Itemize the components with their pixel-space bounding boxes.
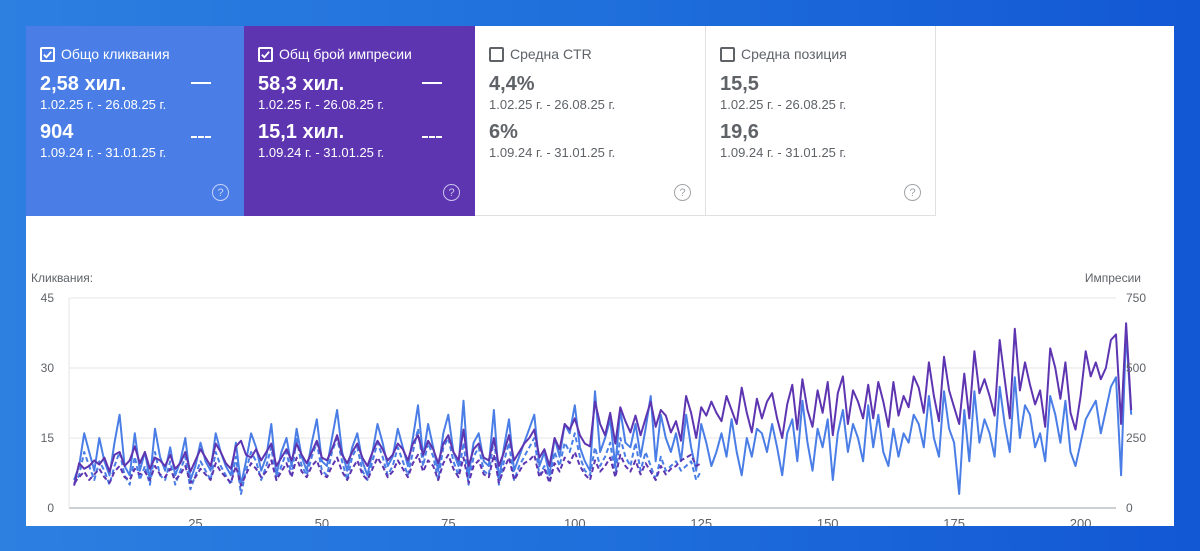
metric-card-header: Общо кликвания bbox=[40, 44, 229, 64]
y-right-tick-label: 750 bbox=[1126, 291, 1146, 305]
metric-card-ctr[interactable]: Средна CTR 4,4% 1.02.25 г. - 26.08.25 г.… bbox=[475, 26, 706, 216]
metric-card-header: Средна позиция bbox=[720, 44, 921, 64]
x-tick-label: 25 bbox=[188, 516, 202, 526]
metric-previous-value: 19,6 bbox=[720, 121, 759, 143]
metric-current-range: 1.02.25 г. - 26.08.25 г. bbox=[720, 97, 847, 112]
chart-series bbox=[73, 322, 1133, 495]
metric-previous-range: 1.09.24 г. - 31.01.25 г. bbox=[40, 145, 167, 160]
metric-card-clicks[interactable]: Общо кликвания 2,58 хил. 1.02.25 г. - 26… bbox=[26, 26, 244, 216]
dashed-line-legend-icon bbox=[191, 136, 211, 138]
metric-previous-value: 6% bbox=[489, 121, 518, 143]
help-icon[interactable]: ? bbox=[443, 184, 460, 201]
y-right-tick-label: 500 bbox=[1126, 361, 1146, 375]
metric-card-position[interactable]: Средна позиция 15,5 1.02.25 г. - 26.08.2… bbox=[706, 26, 936, 216]
metric-label: Общо кликвания bbox=[61, 46, 170, 62]
metric-card-impressions[interactable]: Общ брой импресии 58,3 хил. 1.02.25 г. -… bbox=[244, 26, 475, 216]
checkbox-checked-icon[interactable] bbox=[40, 46, 55, 62]
metric-current-value: 4,4% bbox=[489, 73, 535, 95]
x-tick-label: 50 bbox=[315, 516, 329, 526]
series-line-clicks-current bbox=[73, 329, 1133, 495]
help-icon[interactable]: ? bbox=[904, 184, 921, 201]
help-icon[interactable]: ? bbox=[674, 184, 691, 201]
help-icon[interactable]: ? bbox=[212, 184, 229, 201]
metric-current-range: 1.02.25 г. - 26.08.25 г. bbox=[258, 97, 385, 112]
y-axis-left-title: Кликвания: bbox=[31, 271, 93, 285]
series-line-impressions-current bbox=[73, 322, 1133, 486]
metric-card-header: Средна CTR bbox=[489, 44, 691, 64]
metric-current-value: 15,5 bbox=[720, 73, 759, 95]
metric-previous-range: 1.09.24 г. - 31.01.25 г. bbox=[720, 145, 847, 160]
chart-labels: Кликвания: Импресии 45 750 30 500 15 250 0 0 25 50 7… bbox=[31, 271, 1146, 531]
y-left-tick-label: 45 bbox=[41, 291, 55, 305]
metric-label: Общ брой импресии bbox=[279, 46, 412, 62]
search-console-panel: Общо кликвания 2,58 хил. 1.02.25 г. - 26… bbox=[26, 26, 1174, 531]
y-right-tick-label: 250 bbox=[1126, 431, 1146, 445]
checkbox-unchecked-icon[interactable] bbox=[720, 46, 735, 62]
series-line-impressions-previous bbox=[73, 451, 702, 487]
solid-line-legend-icon bbox=[422, 82, 442, 84]
x-tick-label: 100 bbox=[564, 516, 586, 526]
x-tick-label: 75 bbox=[441, 516, 455, 526]
x-tick-label: 175 bbox=[943, 516, 965, 526]
metric-current-range: 1.02.25 г. - 26.08.25 г. bbox=[40, 97, 167, 112]
metric-previous-range: 1.09.24 г. - 31.01.25 г. bbox=[258, 145, 385, 160]
checkbox-checked-icon[interactable] bbox=[258, 46, 273, 62]
metric-current-value: 2,58 хил. bbox=[40, 73, 127, 95]
dashed-line-legend-icon bbox=[422, 136, 442, 138]
metric-previous-range: 1.09.24 г. - 31.01.25 г. bbox=[489, 145, 616, 160]
metric-previous-value: 904 bbox=[40, 121, 74, 143]
y-right-tick-label: 0 bbox=[1126, 501, 1133, 515]
x-tick-label: 200 bbox=[1070, 516, 1092, 526]
metric-current-range: 1.02.25 г. - 26.08.25 г. bbox=[489, 97, 616, 112]
metric-current-value: 58,3 хил. bbox=[258, 73, 345, 95]
y-left-tick-label: 0 bbox=[47, 501, 54, 515]
solid-line-legend-icon bbox=[191, 82, 211, 84]
x-tick-label: 125 bbox=[690, 516, 712, 526]
metric-cards: Общо кликвания 2,58 хил. 1.02.25 г. - 26… bbox=[26, 26, 936, 216]
metric-label: Средна CTR bbox=[510, 46, 592, 62]
y-axis-right-title: Импресии bbox=[1085, 271, 1141, 285]
performance-chart: Кликвания: Импресии 45 750 30 500 15 250 0 0 25 50 7… bbox=[26, 216, 1174, 531]
y-left-tick-label: 30 bbox=[41, 361, 55, 375]
x-tick-label: 150 bbox=[817, 516, 839, 526]
metric-previous-value: 15,1 хил. bbox=[258, 121, 345, 143]
checkbox-unchecked-icon[interactable] bbox=[489, 46, 504, 62]
performance-chart-svg: Кликвания: Импресии 45 750 30 500 15 250 0 0 25 50 7… bbox=[31, 271, 1146, 531]
metric-label: Средна позиция bbox=[741, 46, 847, 62]
metric-card-header: Общ брой импресии bbox=[258, 44, 460, 64]
y-left-tick-label: 15 bbox=[41, 431, 55, 445]
